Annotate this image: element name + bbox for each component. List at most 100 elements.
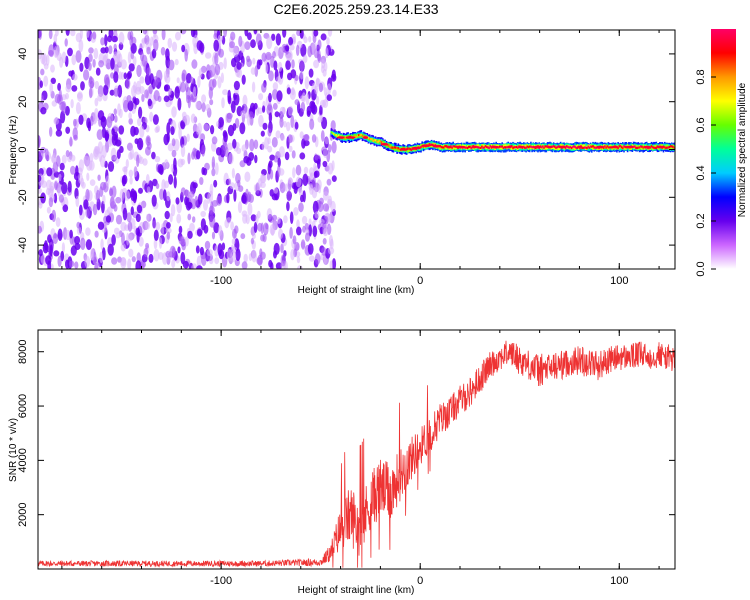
spectrogram-noise-cell <box>132 191 137 204</box>
spectrogram-signal-cell <box>389 145 391 148</box>
spectrogram-noise-cell <box>165 227 172 234</box>
spectrogram-noise-cell <box>48 196 54 208</box>
spectrogram-signal-cell <box>571 146 574 149</box>
spectrogram-signal-cell <box>544 145 546 150</box>
spectrogram-noise-cell <box>254 154 258 164</box>
spectrogram-noise-cell <box>278 168 285 176</box>
spectrogram-noise-cell <box>94 262 99 269</box>
spectrogram-signal-cell <box>634 145 636 148</box>
spectrogram-noise-cell <box>181 72 186 83</box>
spectrogram-noise-cell <box>174 86 180 99</box>
spectrogram-noise-cell <box>327 247 335 255</box>
spectrogram-noise-cell <box>53 250 60 257</box>
spectrogram-noise-cell <box>188 191 194 204</box>
snr-x-label: Height of straight line (km) <box>298 585 415 596</box>
spectrogram-noise-cell <box>49 82 53 95</box>
spectrogram-signal-cell <box>666 144 668 149</box>
spectrogram-noise-cell <box>317 158 321 170</box>
spectrogram-noise-cell <box>332 89 337 97</box>
spectrogram-noise-cell <box>71 154 76 162</box>
spectrogram-noise-cell <box>113 227 120 235</box>
spectrogram-noise-cell <box>280 243 284 254</box>
spectrogram-noise-cell <box>285 60 291 71</box>
spectrogram-noise-cell <box>299 152 306 160</box>
spectrogram-noise-cell <box>229 41 235 49</box>
spectrogram-noise-cell <box>151 194 157 207</box>
spectrogram-noise-cell <box>327 30 333 37</box>
spectrogram-noise-cell <box>259 173 266 184</box>
spectrogram-noise-cell <box>182 260 189 269</box>
spectrogram-signal-cell <box>665 146 667 149</box>
spectrogram-noise-cell <box>87 62 92 71</box>
spectrogram-noise-cell <box>308 68 314 78</box>
spectrogram-signal-cell <box>377 141 379 144</box>
x-tick-label: -100 <box>210 575 232 587</box>
spectrogram-signal-cell <box>607 146 610 149</box>
spectrogram-signal-cell <box>331 132 334 135</box>
spectrogram-noise-cell <box>145 221 150 230</box>
spectrogram-noise-cell <box>204 240 211 250</box>
spectrogram-signal-cell <box>445 145 447 150</box>
spectrogram-signal-cell <box>388 144 390 147</box>
spectrogram-noise-cell <box>168 59 175 71</box>
spectrogram-signal-cell <box>617 147 619 150</box>
spectrogram-noise-cell <box>146 46 151 55</box>
spectrogram-signal-cell <box>588 146 591 149</box>
spectrogram-signal-cell <box>376 140 378 143</box>
x-tick-label: 100 <box>610 575 628 587</box>
spectrogram-noise-cell <box>111 35 118 43</box>
spectrogram-noise-cell <box>317 115 323 123</box>
spectrogram-noise-cell <box>53 117 59 125</box>
spectrogram-signal-cell <box>586 147 588 150</box>
spectrogram-signal-cell <box>525 144 527 149</box>
spectrogram-noise-cell <box>217 225 223 237</box>
spectrogram-signal-cell <box>482 146 484 149</box>
spectrogram-peak-cell <box>471 145 477 149</box>
spectrogram-noise-cell <box>155 125 161 133</box>
spectrogram-noise-cell <box>235 248 241 261</box>
spectrogram-noise-cell <box>190 113 196 124</box>
spectrogram-signal-cell <box>545 145 548 150</box>
spectrogram-noise-cell <box>222 89 229 96</box>
spectrogram-noise-cell <box>95 67 101 76</box>
spectrogram-noise-cell <box>211 231 216 240</box>
spectrogram-noise-cell <box>185 80 189 93</box>
spectrogram-noise-cell <box>135 213 141 223</box>
spectrogram-noise-cell <box>62 204 69 213</box>
spectrogram-noise-cell <box>163 133 170 146</box>
spectrogram-signal-cell <box>477 146 480 149</box>
spectrogram-noise-cell <box>127 258 132 269</box>
spectrogram-peak-cell <box>546 145 553 149</box>
spectrogram-noise-cell <box>67 155 72 163</box>
spectrogram-noise-cell <box>327 162 334 175</box>
spectrogram-signal-cell <box>393 146 396 151</box>
spectrogram-signal-cell <box>502 146 505 149</box>
spectrogram-noise-cell <box>256 59 261 70</box>
spectrogram-signal-cell <box>451 146 453 149</box>
spectrogram-noise-cell <box>230 221 235 231</box>
y-tick-label: 40 <box>17 48 29 60</box>
spectrogram-noise-cell <box>61 101 67 114</box>
spectrogram-noise-cell <box>198 68 203 79</box>
spectrogram-noise-cell <box>239 160 246 168</box>
spectrogram-signal-cell <box>545 145 548 148</box>
spectrogram-signal-cell <box>465 146 468 149</box>
spectrogram-noise-cell <box>151 151 156 160</box>
spectrogram-noise-cell <box>203 123 209 132</box>
spectrogram-noise-cell <box>201 144 206 157</box>
spectrogram-signal-cell <box>635 146 637 149</box>
spectrogram-noise-cell <box>78 114 84 126</box>
spectrogram-signal-cell <box>505 146 507 149</box>
spectrogram-noise-cell <box>74 261 79 269</box>
spectrogram-noise-cell <box>177 246 181 254</box>
spectrogram-noise-cell <box>322 147 328 158</box>
spectrogram-noise-cell <box>184 48 188 62</box>
spectrogram-noise-cell <box>72 127 78 140</box>
spectrogram-noise-cell <box>146 67 152 77</box>
spectrogram-signal-cell <box>358 134 360 139</box>
spectrogram-noise-cell <box>209 99 214 106</box>
spectrogram-signal-cell <box>452 145 454 150</box>
spectrogram-noise-cell <box>309 118 315 130</box>
spectrogram-noise-cell <box>190 82 194 93</box>
spectrogram-noise-cell <box>195 101 201 110</box>
